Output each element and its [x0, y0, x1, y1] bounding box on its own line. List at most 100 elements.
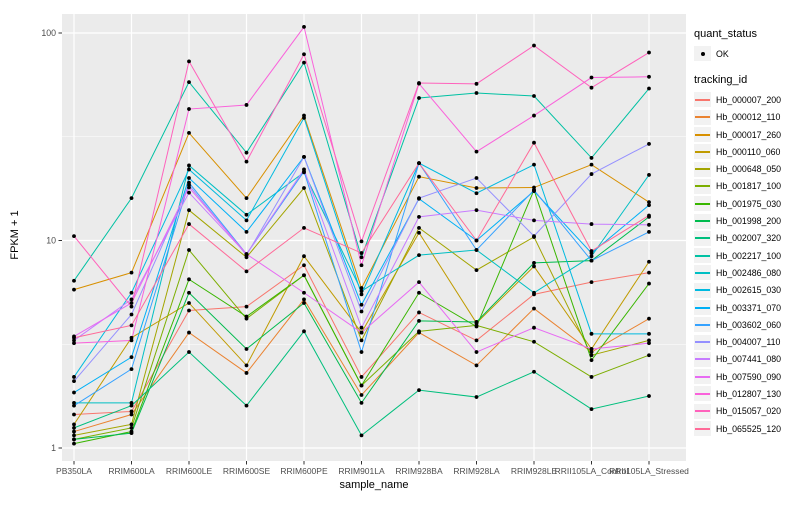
data-point — [474, 338, 479, 343]
data-point — [417, 96, 421, 100]
x-tick-label: RRII105LA_Control — [555, 466, 629, 476]
legend-item-tracking: Hb_002217_100 — [694, 247, 798, 264]
x-tick-label: RRIM928LA — [453, 466, 500, 476]
data-point — [474, 91, 479, 95]
data-point — [589, 350, 594, 354]
legend-key-swatch — [694, 386, 711, 402]
data-point — [359, 338, 364, 343]
data-point — [129, 409, 134, 414]
data-point — [129, 297, 134, 302]
data-point — [417, 318, 421, 323]
data-point — [72, 429, 76, 434]
data-point — [187, 185, 191, 190]
data-point — [589, 162, 594, 167]
ok-point-icon — [700, 51, 705, 56]
data-point — [72, 234, 76, 239]
data-point — [589, 331, 594, 336]
data-point — [474, 268, 479, 273]
data-point — [359, 375, 364, 379]
data-point — [302, 254, 306, 259]
legend-item-tracking: Hb_003371_070 — [694, 299, 798, 316]
data-point — [187, 190, 191, 195]
data-point — [359, 383, 364, 388]
legend-item-tracking: Hb_002007_320 — [694, 230, 798, 247]
data-point — [72, 278, 76, 283]
legend-key-swatch — [694, 248, 711, 264]
x-tick-label: RRIM928BA — [395, 466, 443, 476]
data-point — [647, 50, 651, 55]
legend-key-swatch — [694, 403, 711, 419]
data-point — [72, 437, 76, 442]
legend-item-label: Hb_002486_080 — [716, 267, 782, 278]
data-point — [474, 363, 479, 368]
data-point — [187, 248, 191, 252]
plot-panel — [62, 14, 686, 461]
data-point — [532, 339, 536, 344]
series-color-line-icon — [695, 358, 710, 361]
data-point — [417, 230, 421, 235]
legend-item-tracking: Hb_065525_120 — [694, 420, 798, 437]
legend-item-tracking: Hb_007441_080 — [694, 351, 798, 368]
data-point — [187, 330, 191, 335]
data-point — [532, 113, 536, 118]
legend-key-swatch — [694, 282, 711, 298]
data-point — [129, 338, 134, 343]
data-point — [474, 324, 479, 329]
legend-item-tracking: Hb_012807_130 — [694, 385, 798, 402]
legend-item-label: Hb_003371_070 — [716, 302, 782, 313]
data-point — [589, 347, 594, 351]
data-point — [647, 331, 651, 336]
data-point — [187, 290, 191, 295]
data-point — [474, 238, 479, 243]
data-point — [72, 338, 76, 343]
legend-item-label: Hb_001817_100 — [716, 181, 782, 192]
legend-key-swatch — [694, 178, 711, 194]
data-point — [647, 213, 651, 218]
legend-key-swatch — [694, 92, 711, 108]
data-point — [187, 208, 191, 213]
data-point — [244, 403, 249, 408]
data-point — [359, 325, 364, 330]
x-tick-label: RRIM600LE — [166, 466, 213, 476]
data-point — [72, 379, 76, 384]
data-point — [647, 353, 651, 358]
series-color-line-icon — [695, 306, 710, 309]
data-point — [647, 222, 651, 227]
data-point — [359, 292, 364, 297]
data-point — [589, 280, 594, 285]
data-point — [589, 358, 594, 363]
legend-item-label: Hb_015057_020 — [716, 406, 782, 417]
legend-key-swatch — [694, 196, 711, 212]
data-point — [532, 306, 536, 311]
data-point — [474, 191, 479, 196]
x-tick-label: RRIM901LA — [338, 466, 385, 476]
data-point — [129, 290, 134, 295]
data-point — [244, 196, 249, 201]
series-color-line-icon — [695, 98, 710, 101]
data-point — [589, 375, 594, 379]
legend-item-label: Hb_003602_060 — [716, 319, 782, 330]
series-color-line-icon — [695, 375, 710, 378]
legend-item-label: Hb_001975_030 — [716, 198, 782, 209]
data-point — [72, 287, 76, 292]
data-point — [72, 390, 76, 395]
data-point — [129, 412, 134, 417]
series-color-line-icon — [695, 427, 710, 430]
data-point — [359, 251, 364, 255]
data-point — [72, 400, 76, 405]
data-point — [417, 290, 421, 295]
x-tick-label: RRII105LA_Stressed — [609, 466, 689, 476]
series-color-line-icon — [695, 185, 710, 188]
data-point — [129, 304, 134, 309]
data-point — [302, 154, 306, 159]
data-point — [647, 394, 651, 398]
legend-item-tracking: Hb_000110_060 — [694, 143, 798, 160]
data-point — [589, 249, 594, 253]
data-point — [532, 43, 536, 48]
data-point — [532, 162, 536, 167]
data-point — [302, 52, 306, 57]
data-point — [129, 425, 134, 430]
data-point — [302, 167, 306, 172]
legend-item-label: OK — [716, 48, 729, 59]
data-point — [532, 140, 536, 145]
